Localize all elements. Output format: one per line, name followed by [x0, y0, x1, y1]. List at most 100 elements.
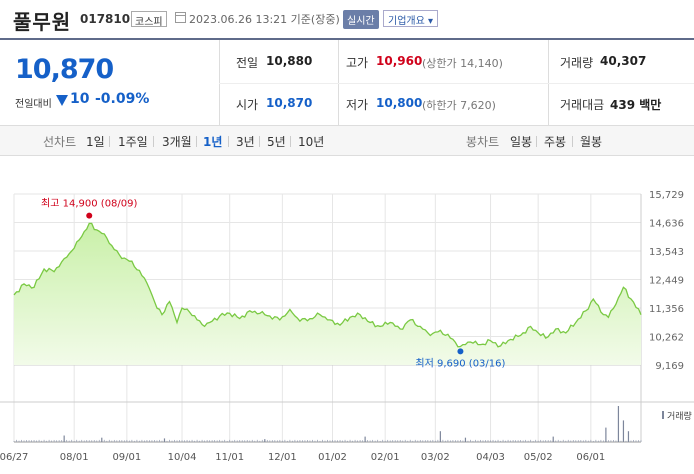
volume-bar [68, 440, 70, 442]
x-tick-label: 05/02 [524, 452, 553, 463]
candle-chart-label: 봉차트 [466, 135, 500, 149]
tab-5y[interactable]: 5년 [267, 135, 286, 149]
volume-bar [417, 440, 419, 442]
volume-bar [412, 440, 414, 442]
tab-3y[interactable]: 3년 [236, 135, 255, 149]
volume-bar [274, 440, 276, 442]
price-line [13, 222, 642, 348]
tab-10y[interactable]: 10년 [298, 135, 325, 149]
volume-bar [449, 440, 451, 442]
volume-bar [211, 440, 213, 442]
volume-bar [429, 440, 431, 442]
volume-bar [633, 439, 634, 442]
open-label: 시가 [236, 98, 259, 112]
divider [259, 136, 260, 147]
volume-bar [640, 440, 642, 442]
y-tick-label: 11,356 [649, 304, 684, 315]
volume-bar [269, 440, 271, 442]
tab-weekly[interactable]: 주봉 [544, 135, 567, 149]
volume-bar [116, 440, 118, 442]
volume-bar [224, 439, 226, 442]
tab-monthly[interactable]: 월봉 [580, 135, 603, 149]
lower-limit: (하한가 7,620) [422, 99, 496, 112]
high-label: 고가 [346, 56, 369, 70]
volume-label: 거래량 [560, 56, 594, 70]
volume-bar [342, 440, 343, 442]
volume-bar [512, 440, 514, 442]
volume-bar [352, 440, 353, 442]
volume-bar [442, 439, 444, 442]
volume-bar [16, 439, 17, 442]
price-summary: 10,870 전일대비 10 -0.09% 전일 10,880 시가 10,87… [0, 40, 694, 126]
volume-bar [299, 440, 301, 442]
volume-bar [432, 439, 434, 442]
y-tick-label: 9,169 [655, 361, 684, 372]
volume-bar [128, 440, 130, 442]
volume-bar [159, 439, 160, 442]
volume-bar [364, 436, 366, 442]
volume-bar [33, 439, 35, 442]
volume-bar [71, 439, 73, 442]
low-annotation: 최저 9,690 (03/16) [415, 357, 505, 369]
volume-bar [392, 440, 394, 442]
volume-bar [382, 439, 384, 442]
tab-1d[interactable]: 1일 [86, 135, 105, 149]
divider [153, 136, 154, 147]
quote-datetime: 2023.06.26 13:21 기준(장중) [189, 13, 340, 26]
volume-bar [309, 440, 311, 442]
volume-bar [527, 440, 529, 442]
volume-bar [101, 437, 103, 442]
divider [196, 136, 197, 147]
tab-1w[interactable]: 1주일 [118, 135, 148, 149]
price-chart[interactable]: 15,729 14,636 13,543 12,449 11,356 10,262 9,16… [0, 156, 694, 474]
volume-bar [18, 440, 20, 442]
tab-daily[interactable]: 일봉 [510, 135, 533, 149]
volume-bar [161, 440, 163, 442]
volume-bar [605, 427, 607, 442]
volume-bar [562, 439, 564, 442]
volume-bar [13, 440, 15, 442]
volume-bar [314, 440, 316, 442]
volume-bar [199, 440, 200, 442]
volume-bar [196, 439, 198, 442]
volume-bar [487, 440, 489, 442]
y-tick-label: 14,636 [649, 219, 684, 230]
volume-bar [495, 440, 496, 442]
volume-bar [407, 440, 409, 442]
volume-bar [31, 440, 32, 442]
volume-bar [186, 439, 188, 442]
divider [290, 136, 291, 147]
volume-bar [613, 439, 614, 442]
high-annotation: 최고 14,900 (08/09) [41, 198, 137, 210]
volume-bar [585, 439, 587, 442]
volume-bar [229, 439, 231, 442]
volume-bar [475, 439, 476, 442]
x-tick-label: 03/02 [421, 452, 450, 463]
volume-bar [550, 440, 552, 442]
company-overview-dropdown[interactable]: 기업개요 ▾ [383, 10, 438, 27]
volume-bar [113, 439, 115, 442]
volume-bar [26, 440, 27, 442]
volume-bar [98, 439, 100, 442]
volume-bar [447, 439, 449, 442]
volume-bar [66, 439, 68, 442]
volume-bar [515, 440, 516, 442]
tab-3m[interactable]: 3개월 [162, 135, 192, 149]
volume-bar [339, 439, 341, 442]
volume-bar [171, 440, 173, 442]
volume-bar [377, 439, 379, 442]
volume-bar [535, 439, 537, 442]
volume-bar [555, 440, 557, 442]
change-label: 전일대비 [15, 99, 52, 110]
volume-bar [402, 440, 404, 442]
volume-bar [505, 440, 506, 442]
tab-1y[interactable]: 1년 [203, 135, 223, 149]
volume-bar [327, 439, 328, 442]
volume-bar [276, 440, 278, 442]
volume-bar [111, 440, 113, 442]
volume-bar [251, 439, 253, 442]
realtime-button[interactable]: 실시간 [343, 10, 379, 29]
divider [536, 136, 537, 147]
volume-bar [256, 439, 258, 442]
high-marker [86, 212, 93, 219]
